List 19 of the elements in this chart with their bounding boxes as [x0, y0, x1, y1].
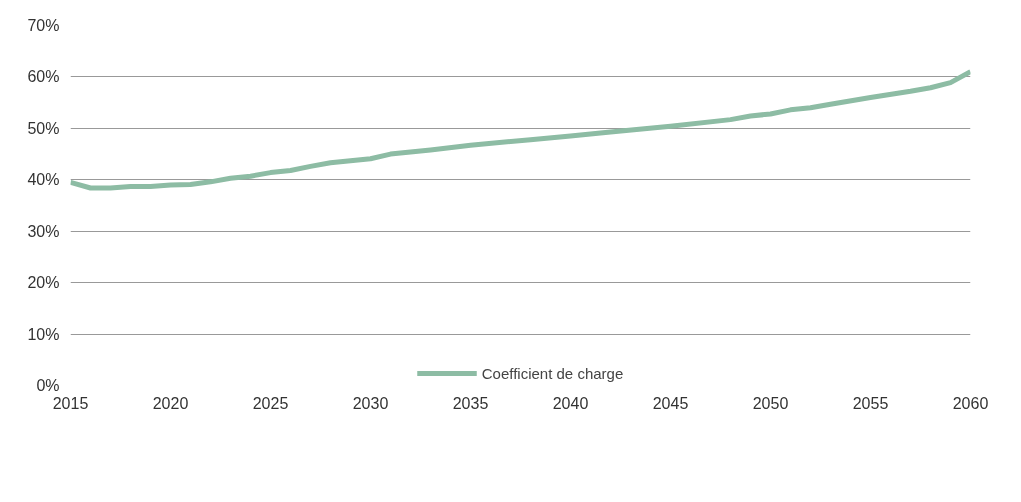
x-tick-label: 2050: [752, 394, 789, 412]
legend-label: Coefficient de charge: [481, 364, 624, 382]
y-tick-label: 10%: [27, 325, 60, 343]
x-tick-label: 2030: [352, 394, 389, 412]
x-tick-label: 2055: [852, 394, 889, 412]
x-tick-label: 2040: [552, 394, 589, 412]
x-tick-label: 2020: [152, 394, 189, 412]
x-tick-label: 2025: [252, 394, 289, 412]
x-tick-label: 2060: [952, 394, 989, 412]
y-tick-label: 20%: [27, 274, 60, 292]
y-tick-label: 0%: [36, 377, 60, 394]
y-tick-label: 50%: [27, 119, 60, 137]
y-tick-label: 70%: [27, 17, 60, 34]
x-tick-label: 2045: [652, 394, 689, 412]
x-tick-label: 2035: [452, 394, 489, 412]
x-tick-label: 2015: [52, 394, 89, 412]
y-tick-label: 30%: [27, 222, 60, 240]
y-tick-label: 60%: [27, 68, 60, 86]
y-tick-label: 40%: [27, 171, 60, 189]
